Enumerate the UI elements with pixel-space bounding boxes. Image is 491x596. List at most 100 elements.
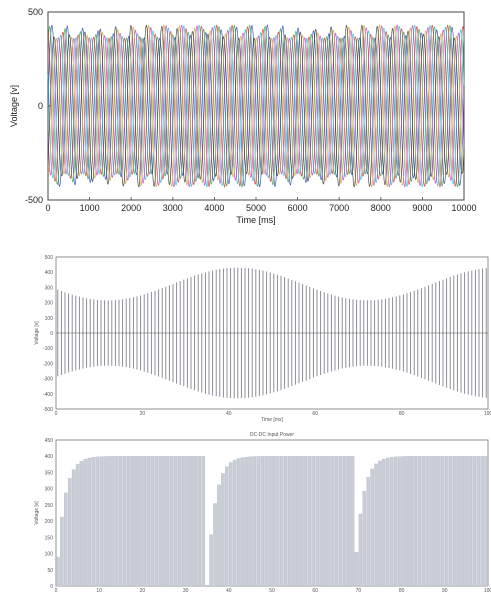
chart3-y-tick-label: 50 <box>47 568 53 574</box>
chart3-bar <box>287 456 292 587</box>
chart3-bar <box>452 456 457 587</box>
chart3-x-tick-label: 100 <box>484 588 491 594</box>
chart3-bar <box>472 456 477 587</box>
chart3-bar <box>303 456 308 587</box>
chart1-series-line-4 <box>47 24 465 188</box>
chart3-bar <box>236 458 241 587</box>
chart3-bar <box>119 456 123 587</box>
chart1-x-tick-label: 1000 <box>80 203 100 213</box>
chart2-y-tick-label: 200 <box>45 301 54 307</box>
chart3-bar <box>460 456 465 587</box>
chart3-bar <box>225 466 229 587</box>
chart3-bar <box>248 456 253 587</box>
chart3-bar <box>209 534 213 587</box>
chart3-y-tick-label: 300 <box>45 487 54 493</box>
chart3-bar <box>331 456 335 587</box>
chart1-x-tick-label: 6000 <box>288 203 308 213</box>
chart3-bar <box>201 456 206 587</box>
chart3-x-tick-label: 60 <box>312 588 318 594</box>
chart3-bar <box>122 456 127 587</box>
chart3-bar <box>456 456 461 587</box>
chart3-bar <box>374 463 378 587</box>
chart3-bar <box>444 456 449 587</box>
chart1-x-tick-label: 0 <box>45 203 50 213</box>
chart3-bar <box>366 477 371 587</box>
chart3-bar <box>75 464 80 587</box>
chart3-bar <box>193 456 198 587</box>
chart2-y-tick-label: -100 <box>43 346 53 352</box>
chart3-bar <box>299 456 304 587</box>
chart2-y-tick-label: 0 <box>50 331 53 337</box>
chart2-x-ticks: 0 20 40 60 80 100 <box>55 411 491 417</box>
chart3-bar <box>177 456 182 587</box>
chart3-bar <box>115 456 119 587</box>
chart3-bar <box>484 456 488 587</box>
chart3-bar <box>95 456 100 587</box>
chart2-y-tick-label: 400 <box>45 270 54 276</box>
chart3-bar <box>480 456 484 587</box>
chart2-x-tick-label: 0 <box>55 411 58 417</box>
chart1-x-axis-label: Time [ms] <box>236 215 275 225</box>
chart3-bar <box>311 456 316 587</box>
chart1-y-axis-label: Voltage [v] <box>9 85 19 127</box>
chart2-y-tick-label: -400 <box>43 392 53 398</box>
chart2-y-tick-label: 100 <box>45 316 54 322</box>
chart2-y-axis-label: Voltage [v] <box>34 321 40 345</box>
chart3-x-tick-label: 70 <box>356 588 362 594</box>
chart3-bar <box>338 456 343 587</box>
chart1-y-tick-label: 0 <box>38 101 43 111</box>
chart3-frame <box>55 439 489 587</box>
chart3-bar <box>307 456 312 587</box>
chart3-bar <box>244 456 249 587</box>
chart2-y-ticks: 500 400 300 200 100 0 -100 -200 -300 -400 -500 <box>43 255 53 413</box>
chart3-bar <box>154 456 158 587</box>
chart3-bar <box>413 456 418 587</box>
chart3-bar <box>181 456 186 587</box>
chart3-bar <box>429 456 433 587</box>
chart3-y-tick-label: 200 <box>45 519 54 525</box>
chart3-bar <box>99 456 103 587</box>
chart3-bar <box>335 456 339 587</box>
chart3-bar <box>272 456 276 587</box>
chart3-bar <box>56 556 60 587</box>
chart1-x-tick-label: 5000 <box>246 203 266 213</box>
chart2-x-tick-label: 20 <box>140 411 146 417</box>
chart3-bar <box>425 456 429 587</box>
chart3-bar <box>260 456 264 587</box>
chart1-x-tick-label: 4000 <box>204 203 224 213</box>
chart3-bar <box>162 456 166 587</box>
chart3-bar <box>464 456 469 587</box>
chart3-bar <box>291 456 296 587</box>
chart3-bar <box>134 456 139 587</box>
chart3-bar <box>256 456 261 587</box>
chart3-x-tick-label: 0 <box>55 588 58 594</box>
chart3-bar <box>417 456 422 587</box>
chart1-series-line-7 <box>47 24 465 188</box>
chart3-bar <box>64 492 68 587</box>
chart1-series-line-2 <box>47 24 465 188</box>
chart2-y-tick-label: -200 <box>43 361 53 367</box>
chart1-series-line-1 <box>47 24 465 188</box>
chart3-bar <box>252 456 257 587</box>
chart1-x-tick-label: 9000 <box>412 203 432 213</box>
chart3-bar <box>346 456 351 587</box>
chart3-y-tick-label: 100 <box>45 552 54 558</box>
chart3-bar <box>79 460 84 587</box>
chart3-x-tick-label: 30 <box>183 588 189 594</box>
chart3-bar <box>103 456 107 587</box>
chart3-bar <box>166 456 170 587</box>
chart3-bar <box>386 457 390 587</box>
chart3-bar <box>393 456 398 587</box>
chart1-series-line-3 <box>47 24 465 188</box>
chart3-bar <box>185 456 190 587</box>
chart2-x-tick-label: 80 <box>399 411 405 417</box>
chart3-bar <box>315 456 319 587</box>
chart3-bar <box>370 468 374 587</box>
chart3-bar <box>397 456 402 587</box>
chart2-x-axis-label: Time [ms] <box>261 417 283 423</box>
chart3-bar <box>91 457 96 587</box>
chart1-x-tick-label: 10000 <box>451 203 476 213</box>
voltage-time-chart-2: 0 20 40 60 80 100 500 400 300 200 100 0 -100 -200 -30… <box>34 255 491 423</box>
chart3-bar <box>126 456 131 587</box>
chart3-x-tick-label: 90 <box>442 588 448 594</box>
